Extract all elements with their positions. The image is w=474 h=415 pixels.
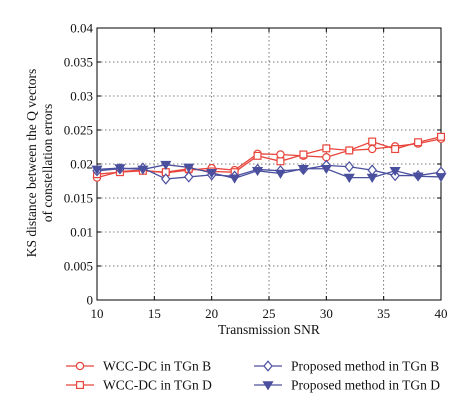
legend-label: WCC-DC in TGn D bbox=[103, 378, 212, 393]
data-point bbox=[320, 164, 332, 175]
y-axis-label-line-1: KS distance between the Q vectors bbox=[24, 69, 39, 258]
series-group bbox=[91, 132, 447, 185]
legend-item: WCC-DC in TGn B bbox=[66, 359, 211, 374]
y-tick-label: 0.005 bbox=[64, 259, 93, 274]
data-point bbox=[368, 144, 377, 154]
y-tick-label: 0.015 bbox=[64, 191, 93, 206]
legend-label: Proposed method in TGn B bbox=[291, 359, 439, 374]
data-point bbox=[160, 160, 172, 171]
data-point bbox=[91, 165, 103, 175]
x-tick-label: 30 bbox=[320, 306, 333, 321]
x-tick-label: 25 bbox=[263, 306, 276, 321]
y-tick-label: 0.035 bbox=[64, 55, 93, 70]
y-tick-label: 0.03 bbox=[70, 89, 93, 104]
data-point bbox=[343, 173, 355, 183]
legend-marker bbox=[262, 381, 274, 391]
data-point bbox=[345, 146, 354, 155]
series-4 bbox=[91, 160, 447, 184]
data-point bbox=[206, 169, 218, 179]
x-tick-label: 10 bbox=[91, 306, 104, 321]
data-point bbox=[251, 167, 264, 177]
data-point bbox=[274, 169, 287, 179]
series-line bbox=[96, 164, 442, 179]
x-tick-label: 40 bbox=[435, 306, 448, 321]
data-point bbox=[344, 160, 355, 173]
data-point bbox=[391, 145, 400, 154]
y-tick-label: 0 bbox=[87, 293, 94, 308]
data-point bbox=[322, 144, 331, 153]
data-point bbox=[161, 173, 171, 185]
data-point bbox=[435, 173, 447, 183]
legend-marker bbox=[75, 361, 85, 371]
data-point bbox=[414, 138, 423, 147]
series-line bbox=[96, 136, 442, 175]
data-point bbox=[389, 167, 401, 177]
data-point bbox=[366, 173, 378, 183]
data-point bbox=[368, 137, 377, 146]
legend-label: WCC-DC in TGn B bbox=[103, 359, 211, 374]
data-point bbox=[183, 163, 195, 173]
data-point bbox=[114, 164, 126, 174]
data-point bbox=[253, 151, 262, 160]
data-point bbox=[367, 164, 377, 176]
series-line bbox=[96, 164, 442, 180]
y-tick-label: 0.02 bbox=[70, 157, 93, 172]
legend-marker bbox=[263, 360, 273, 372]
data-point bbox=[437, 132, 446, 141]
legend-label: Proposed method in TGn D bbox=[291, 378, 440, 393]
x-tick-label: 35 bbox=[377, 306, 390, 321]
legend-item: Proposed method in TGn B bbox=[254, 359, 439, 374]
x-axis-label: Transmission SNR bbox=[218, 322, 320, 337]
y-axis-label-line-2: of constellation errors bbox=[40, 104, 55, 222]
data-point bbox=[299, 150, 308, 159]
x-tick-label: 20 bbox=[205, 306, 218, 321]
data-point bbox=[229, 174, 241, 184]
y-tick-label: 0.025 bbox=[64, 123, 93, 138]
legend-marker bbox=[75, 381, 84, 390]
x-tick-label: 15 bbox=[148, 306, 161, 321]
data-point bbox=[412, 172, 424, 182]
data-point bbox=[183, 171, 194, 183]
axis-ticks: 10 15 20 25 30 35 40 0 0.005 0.01 0.015 0.02 0.025 0.… bbox=[64, 21, 448, 322]
y-tick-label: 0.01 bbox=[70, 225, 93, 240]
data-point bbox=[137, 165, 149, 175]
data-point bbox=[297, 164, 309, 175]
y-tick-label: 0.04 bbox=[70, 21, 93, 36]
legend-item: Proposed method in TGn D bbox=[254, 378, 440, 393]
data-point bbox=[276, 157, 285, 166]
data-point bbox=[276, 150, 285, 159]
legend-item: WCC-DC in TGn D bbox=[66, 378, 212, 393]
legend: WCC-DC in TGn B WCC-DC in TGn D Proposed m… bbox=[66, 359, 440, 393]
grid-lines bbox=[97, 28, 441, 300]
